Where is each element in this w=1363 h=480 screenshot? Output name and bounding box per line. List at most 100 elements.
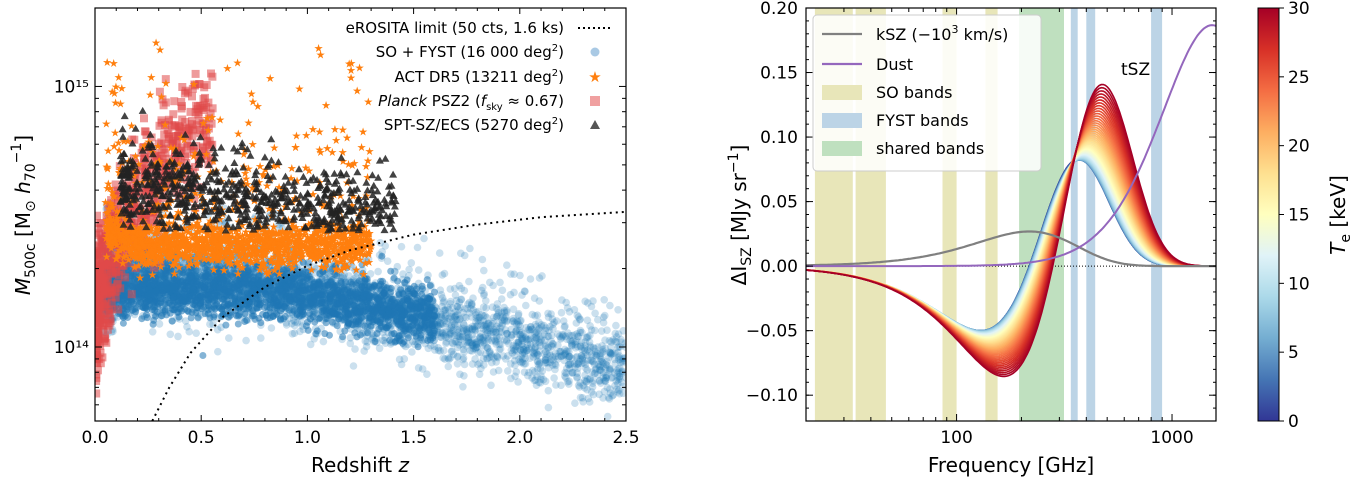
so-fyst-point [455, 325, 464, 333]
so-fyst-point [418, 365, 427, 373]
so-fyst-point [607, 350, 616, 358]
so-fyst-point [521, 354, 529, 363]
so-fyst-point [561, 349, 569, 358]
so-fyst-point [379, 336, 387, 345]
so-fyst-point [230, 236, 238, 245]
so-fyst-point [231, 239, 239, 247]
so-fyst-point [544, 386, 553, 395]
so-fyst-core-point [151, 293, 159, 300]
so-fyst-point [606, 389, 615, 398]
so-fyst-point [268, 235, 276, 243]
so-fyst-core-point [425, 309, 433, 317]
so-fyst-point [414, 266, 423, 274]
so-fyst-point [544, 344, 552, 352]
so-fyst-point [576, 326, 585, 335]
so-fyst-point [557, 352, 566, 361]
so-fyst-point [563, 378, 572, 386]
so-fyst-core-point [262, 290, 270, 298]
so-fyst-core-point [364, 329, 372, 337]
so-fyst-point [223, 239, 232, 248]
so-fyst-point [448, 304, 457, 312]
so-fyst-core-point [343, 303, 351, 311]
so-fyst-point [558, 332, 567, 341]
so-fyst-point [462, 325, 471, 334]
so-fyst-point [162, 249, 170, 258]
so-fyst-point [518, 350, 527, 359]
so-fyst-point [492, 304, 501, 313]
so-fyst-point [518, 329, 526, 337]
so-fyst-point [506, 360, 515, 368]
so-fyst-core-point [378, 307, 386, 315]
so-fyst-point [482, 350, 490, 358]
so-fyst-core-point [353, 289, 361, 297]
so-fyst-point [205, 258, 213, 266]
so-fyst-core-point [204, 310, 212, 317]
so-fyst-point [413, 243, 422, 252]
so-fyst-core-point [371, 282, 379, 290]
so-fyst-point [595, 363, 603, 371]
so-fyst-point [531, 376, 540, 384]
so-fyst-point [573, 369, 581, 377]
so-fyst-core-point [407, 315, 415, 322]
so-fyst-point [208, 252, 216, 261]
so-fyst-point [455, 281, 464, 290]
so-fyst-point [566, 360, 575, 369]
so-fyst-point [619, 359, 626, 367]
so-fyst-point [473, 343, 481, 352]
so-fyst-point [583, 366, 591, 374]
so-fyst-point [513, 317, 521, 325]
so-fyst-core-point [259, 310, 267, 318]
so-fyst-point [591, 345, 599, 353]
so-fyst-point [546, 322, 554, 331]
so-fyst-point [546, 351, 554, 360]
so-fyst-point [583, 351, 591, 360]
so-fyst-point [397, 242, 406, 251]
so-fyst-point [564, 361, 573, 369]
so-fyst-point [452, 338, 461, 346]
so-fyst-core-point [339, 333, 347, 341]
so-fyst-point [477, 364, 485, 373]
so-fyst-point [438, 294, 447, 302]
so-fyst-core-point [218, 305, 226, 313]
so-fyst-point [575, 383, 584, 391]
so-fyst-point [444, 362, 453, 371]
so-fyst-point [446, 285, 455, 293]
so-fyst-core-point [429, 322, 437, 330]
so-fyst-point [490, 354, 498, 362]
so-fyst-core-point [306, 300, 314, 308]
so-fyst-point [552, 381, 560, 389]
so-fyst-point [453, 325, 462, 334]
so-fyst-point [462, 342, 471, 350]
so-fyst-core-point [230, 301, 238, 308]
so-fyst-point [519, 346, 528, 354]
so-fyst-point [600, 296, 608, 304]
so-fyst-point [189, 251, 198, 260]
so-fyst-point [483, 329, 492, 337]
so-fyst-point [267, 324, 276, 332]
so-fyst-point [278, 224, 287, 233]
so-fyst-point [541, 342, 550, 351]
so-fyst-point [446, 354, 455, 362]
so-fyst-point [605, 365, 614, 374]
so-fyst-core-point [417, 331, 425, 339]
so-fyst-core-point [231, 293, 239, 301]
so-fyst-core-point [201, 280, 209, 288]
so-fyst-core-point [234, 312, 242, 320]
so-fyst-point [571, 363, 579, 371]
so-fyst-point [597, 327, 606, 335]
so-fyst-point [440, 297, 448, 305]
so-fyst-point [516, 357, 524, 366]
so-fyst-point [459, 327, 467, 336]
so-fyst-point [494, 366, 503, 375]
so-fyst-point [550, 374, 558, 382]
so-fyst-point [468, 325, 477, 333]
so-fyst-point [500, 336, 509, 344]
so-fyst-point [363, 338, 372, 346]
so-fyst-point [511, 342, 520, 351]
so-fyst-point [483, 343, 492, 352]
so-fyst-point [531, 312, 539, 320]
so-fyst-point [603, 383, 612, 392]
so-fyst-point [518, 358, 527, 366]
so-fyst-point [454, 305, 463, 314]
so-fyst-core-point [389, 295, 397, 303]
